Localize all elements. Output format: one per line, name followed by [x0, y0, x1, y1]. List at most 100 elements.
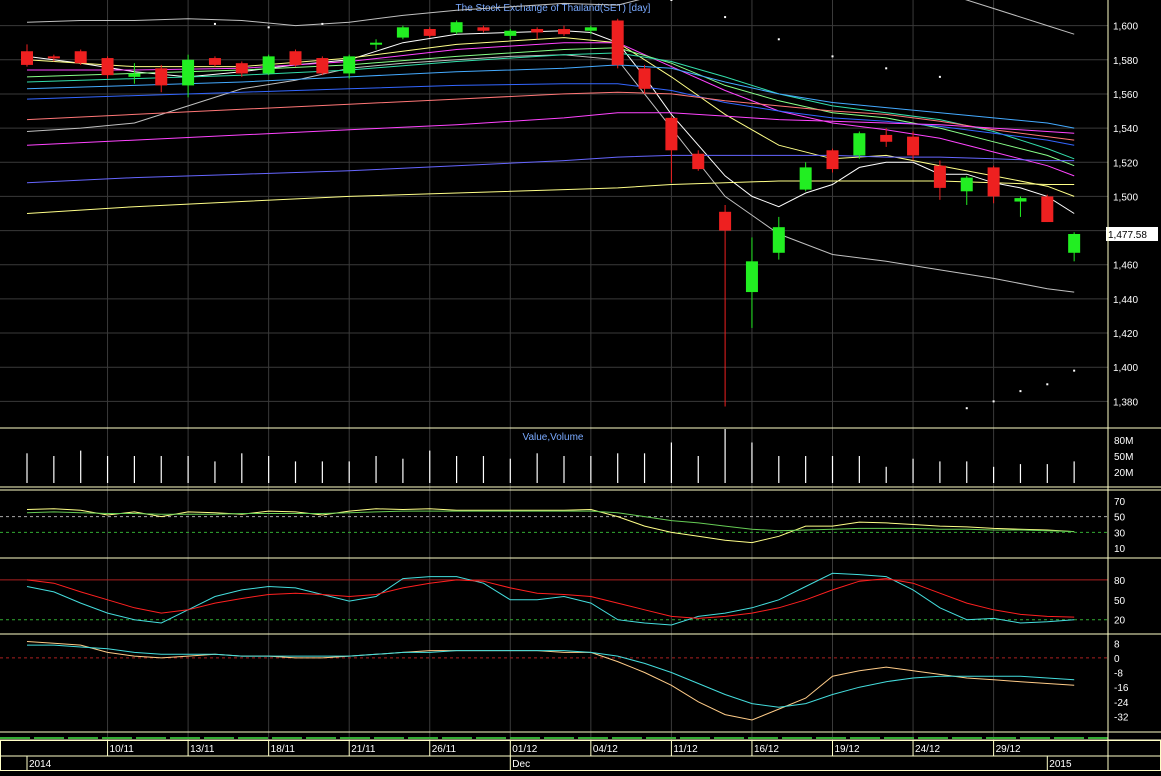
sar-dot: [885, 67, 888, 70]
date-label: 16/12: [754, 744, 779, 755]
moving-average-line: [26, 91, 1075, 141]
candle: [719, 204, 732, 407]
price-tick-label: 1,560: [1113, 90, 1138, 101]
price-tick-label: 1,580: [1113, 56, 1138, 67]
candle-body: [74, 51, 87, 64]
date-label: 26/11: [432, 744, 457, 755]
volume-tick-label: 80M: [1114, 436, 1133, 447]
candle-body: [853, 133, 866, 156]
date-label: 11/12: [673, 744, 698, 755]
date-label: 24/12: [915, 744, 940, 755]
osc2-line: [26, 572, 1075, 626]
candle-body: [960, 177, 973, 192]
candle-body: [316, 58, 329, 74]
candle: [182, 54, 195, 98]
volume-tick-label: 20M: [1114, 468, 1133, 479]
candle-body: [907, 136, 920, 156]
candle: [584, 25, 597, 35]
candle: [74, 49, 87, 65]
last-price-label: 1,477.58: [1108, 230, 1147, 241]
period-label: 2015: [1049, 759, 1072, 770]
candles: [21, 18, 1081, 407]
osc3-tick-label: -8: [1114, 669, 1123, 680]
osc3-line: [26, 641, 1075, 721]
candle: [853, 131, 866, 159]
candle-body: [504, 30, 517, 36]
candle: [370, 39, 383, 50]
candle-body: [396, 27, 409, 38]
price-tick-label: 1,400: [1113, 363, 1138, 374]
candle: [235, 61, 248, 77]
osc1-tick-label: 70: [1114, 497, 1126, 508]
candle: [772, 216, 785, 260]
sar-dot: [1046, 383, 1049, 386]
candle: [504, 29, 517, 40]
candle-body: [423, 29, 436, 36]
candle: [396, 25, 409, 40]
price-tick-label: 1,460: [1113, 261, 1138, 272]
candle-body: [826, 150, 839, 170]
candle: [638, 64, 651, 94]
candle-body: [692, 153, 705, 170]
candle: [343, 54, 356, 79]
moving-average-overlays: [26, 0, 1075, 293]
last-price-tag: [1106, 226, 1158, 241]
chart-title: The Stock Exchange of Thailand(SET) [day…: [456, 3, 651, 14]
candle-body: [1041, 196, 1054, 223]
price-tick-label: 1,540: [1113, 124, 1138, 135]
osc2-tick-label: 50: [1114, 596, 1126, 607]
moving-average-line: [26, 180, 1075, 214]
candle: [745, 237, 758, 328]
sar-dot: [321, 22, 324, 25]
candle: [208, 56, 221, 67]
osc3-tick-label: 0: [1114, 654, 1120, 665]
volume-panel-title: Value,Volume: [523, 432, 584, 443]
date-label: 10/11: [110, 744, 135, 755]
osc1-line: [26, 508, 1075, 544]
candle-body: [370, 42, 383, 45]
candle: [907, 131, 920, 161]
candle: [1041, 194, 1054, 223]
candle-body: [558, 29, 570, 35]
grid-layer: [0, 0, 1108, 740]
candle: [987, 165, 1000, 204]
price-tick-label: 1,520: [1113, 158, 1138, 169]
candle: [558, 25, 570, 36]
candle: [1014, 196, 1027, 217]
date-label: 04/12: [593, 744, 618, 755]
candle: [101, 56, 114, 79]
moving-average-line: [26, 30, 1075, 214]
candle-body: [1014, 198, 1027, 202]
sar-dot: [1073, 369, 1076, 372]
candle-body: [21, 51, 33, 65]
candle: [665, 116, 678, 183]
moving-average-line: [26, 47, 1075, 167]
moving-average-line: [26, 54, 1075, 293]
candle-body: [477, 27, 490, 31]
candle-body: [47, 56, 60, 59]
candle-body: [611, 20, 624, 65]
date-label: 21/11: [351, 744, 376, 755]
sar-dot: [831, 55, 834, 58]
price-tick-label: 1,440: [1113, 295, 1138, 306]
moving-average-line: [26, 0, 1075, 35]
price-tick-label: 1,420: [1113, 329, 1138, 340]
candle-body: [531, 29, 544, 33]
candle: [262, 54, 275, 76]
price-tick-label: 1,500: [1113, 192, 1138, 203]
price-tick-label: 1,380: [1113, 397, 1138, 408]
osc1-tick-label: 10: [1114, 544, 1126, 555]
price-tick-label: 1,600: [1113, 22, 1138, 33]
period-label: 2014: [29, 759, 52, 770]
moving-average-line: [26, 83, 1075, 146]
candle-body: [638, 68, 651, 89]
sar-dot: [777, 38, 780, 41]
osc1-line: [26, 510, 1075, 533]
candle-body: [128, 73, 141, 77]
candle-body: [289, 51, 302, 65]
osc3-tick-label: -16: [1114, 683, 1129, 694]
candle-body: [880, 134, 893, 142]
candle-body: [208, 58, 221, 65]
